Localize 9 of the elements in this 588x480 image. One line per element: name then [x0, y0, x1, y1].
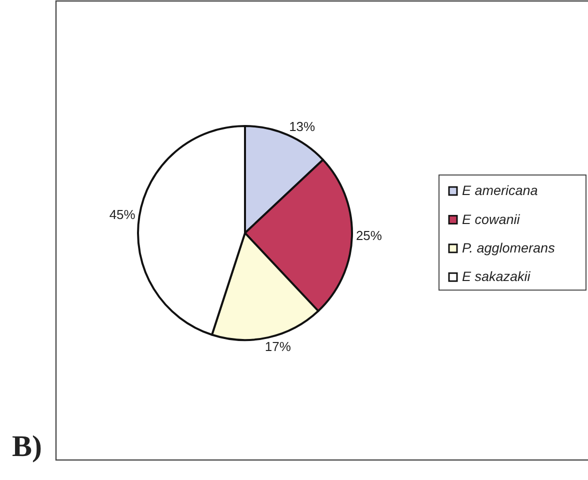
data-label: 45% [109, 207, 136, 222]
text: B) [12, 430, 42, 463]
legend-label: E americana [462, 183, 538, 198]
legend-label: E sakazakii [462, 269, 532, 284]
data-label: 25% [356, 228, 382, 243]
legend-label: P. agglomerans [462, 240, 556, 256]
data-label: 13% [289, 119, 316, 134]
data-label: 17% [264, 338, 292, 354]
legend-label: E cowanii [462, 212, 521, 227]
